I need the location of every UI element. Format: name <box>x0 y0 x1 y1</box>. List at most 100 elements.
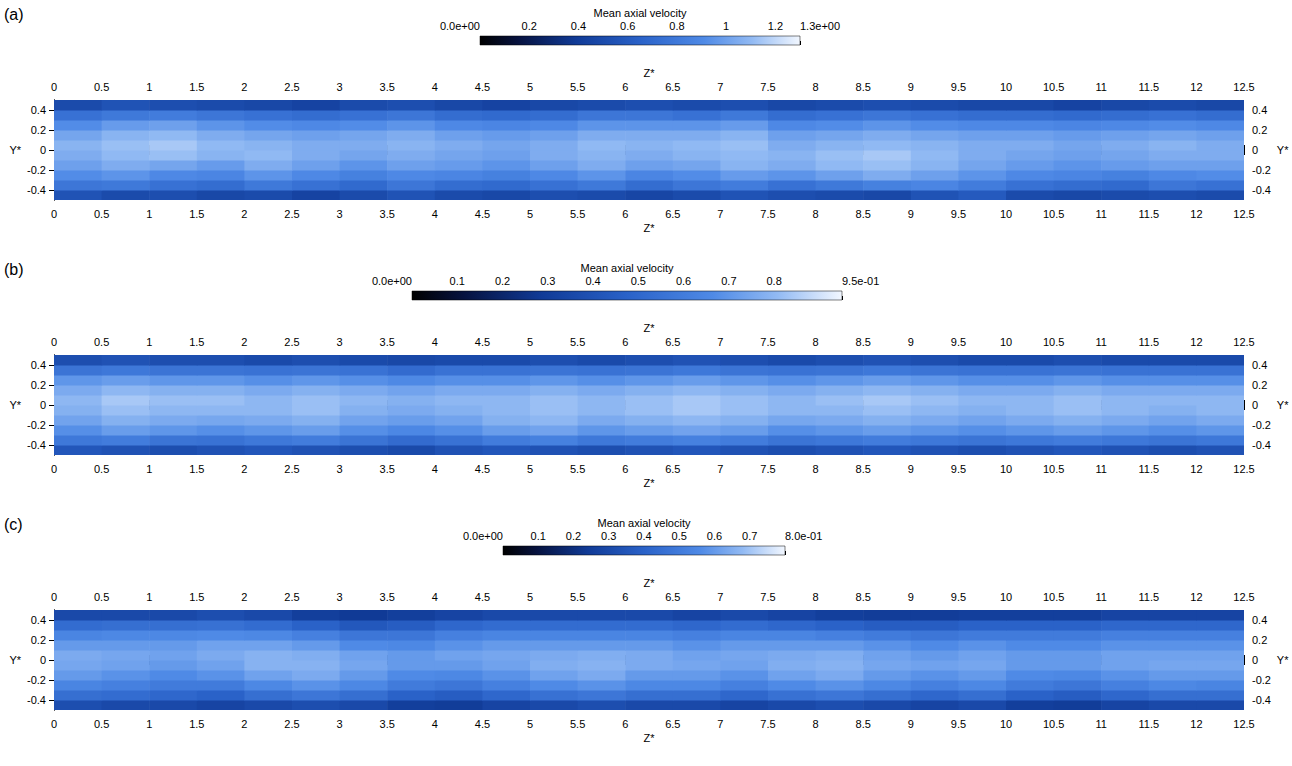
svg-text:Y*: Y* <box>1277 654 1289 666</box>
svg-text:2: 2 <box>241 718 247 730</box>
svg-text:9.5: 9.5 <box>951 81 966 93</box>
svg-text:2: 2 <box>241 463 247 475</box>
svg-text:9: 9 <box>908 208 914 220</box>
svg-text:5.5: 5.5 <box>570 591 585 603</box>
svg-text:0.5: 0.5 <box>94 336 109 348</box>
svg-text:6: 6 <box>622 336 628 348</box>
svg-text:1: 1 <box>146 591 152 603</box>
svg-text:6.5: 6.5 <box>665 718 680 730</box>
svg-text:8: 8 <box>813 591 819 603</box>
svg-text:10: 10 <box>1000 718 1012 730</box>
svg-text:8.5: 8.5 <box>856 208 871 220</box>
svg-text:(a): (a) <box>4 6 24 23</box>
svg-text:4: 4 <box>432 718 438 730</box>
svg-text:0.5: 0.5 <box>94 718 109 730</box>
svg-text:6.5: 6.5 <box>665 591 680 603</box>
svg-text:12.5: 12.5 <box>1233 336 1254 348</box>
svg-text:1: 1 <box>146 463 152 475</box>
svg-text:5.5: 5.5 <box>570 336 585 348</box>
svg-text:5: 5 <box>527 463 533 475</box>
svg-text:3.5: 3.5 <box>380 336 395 348</box>
svg-text:7.5: 7.5 <box>760 81 775 93</box>
svg-text:12: 12 <box>1190 718 1202 730</box>
svg-text:0.0e+00: 0.0e+00 <box>463 530 503 542</box>
svg-text:10: 10 <box>1000 208 1012 220</box>
svg-text:7: 7 <box>717 208 723 220</box>
svg-text:2.5: 2.5 <box>284 463 299 475</box>
svg-text:5: 5 <box>527 591 533 603</box>
svg-text:2.5: 2.5 <box>284 718 299 730</box>
svg-text:9.5: 9.5 <box>951 591 966 603</box>
svg-text:0.2: 0.2 <box>495 275 510 287</box>
svg-text:7: 7 <box>717 591 723 603</box>
svg-text:8.5: 8.5 <box>856 718 871 730</box>
svg-text:1.5: 1.5 <box>189 463 204 475</box>
svg-text:0: 0 <box>51 463 57 475</box>
svg-text:1: 1 <box>146 336 152 348</box>
svg-text:4.5: 4.5 <box>475 208 490 220</box>
svg-text:1.5: 1.5 <box>189 336 204 348</box>
svg-text:0.5: 0.5 <box>631 275 646 287</box>
svg-text:1.5: 1.5 <box>189 718 204 730</box>
svg-text:11: 11 <box>1095 463 1106 475</box>
svg-text:1.3e+00: 1.3e+00 <box>800 20 840 32</box>
svg-text:1.5: 1.5 <box>189 81 204 93</box>
svg-text:8.0e-01: 8.0e-01 <box>785 530 822 542</box>
svg-text:0.2: 0.2 <box>1252 124 1267 136</box>
svg-text:5.5: 5.5 <box>570 463 585 475</box>
svg-text:5.5: 5.5 <box>570 718 585 730</box>
svg-text:0.2: 0.2 <box>1252 379 1267 391</box>
svg-text:4: 4 <box>432 463 438 475</box>
svg-text:0.4: 0.4 <box>31 359 46 371</box>
svg-text:-0.4: -0.4 <box>1252 184 1271 196</box>
svg-text:11.5: 11.5 <box>1139 463 1160 475</box>
svg-text:7.5: 7.5 <box>760 336 775 348</box>
svg-text:9.5: 9.5 <box>951 718 966 730</box>
svg-text:4: 4 <box>432 81 438 93</box>
svg-text:1: 1 <box>146 81 152 93</box>
svg-text:5: 5 <box>527 208 533 220</box>
svg-text:0.2: 0.2 <box>31 634 46 646</box>
svg-text:Y*: Y* <box>10 399 22 411</box>
svg-text:11: 11 <box>1095 208 1106 220</box>
svg-text:3: 3 <box>337 81 343 93</box>
svg-text:0.4: 0.4 <box>571 20 586 32</box>
svg-text:9.5: 9.5 <box>951 208 966 220</box>
svg-text:0.5: 0.5 <box>672 530 687 542</box>
svg-text:0.6: 0.6 <box>707 530 722 542</box>
svg-text:8: 8 <box>813 336 819 348</box>
svg-text:7: 7 <box>717 336 723 348</box>
svg-text:8: 8 <box>813 718 819 730</box>
svg-text:12.5: 12.5 <box>1233 81 1254 93</box>
svg-text:1: 1 <box>146 718 152 730</box>
svg-text:12: 12 <box>1190 336 1202 348</box>
svg-text:0: 0 <box>40 399 46 411</box>
svg-text:3: 3 <box>337 208 343 220</box>
svg-text:0.1: 0.1 <box>450 275 465 287</box>
svg-text:Y*: Y* <box>10 144 22 156</box>
svg-text:-0.4: -0.4 <box>1252 694 1271 706</box>
svg-text:0.2: 0.2 <box>566 530 581 542</box>
svg-text:10: 10 <box>1000 336 1012 348</box>
svg-text:4.5: 4.5 <box>475 718 490 730</box>
svg-text:6.5: 6.5 <box>665 81 680 93</box>
svg-text:4.5: 4.5 <box>475 81 490 93</box>
svg-text:2.5: 2.5 <box>284 81 299 93</box>
svg-text:2: 2 <box>241 81 247 93</box>
svg-text:9: 9 <box>908 463 914 475</box>
svg-text:-0.4: -0.4 <box>27 694 46 706</box>
svg-text:0.3: 0.3 <box>601 530 616 542</box>
svg-text:4: 4 <box>432 208 438 220</box>
svg-text:0.0e+00: 0.0e+00 <box>372 275 412 287</box>
svg-text:7.5: 7.5 <box>760 208 775 220</box>
svg-text:2.5: 2.5 <box>284 208 299 220</box>
svg-text:0: 0 <box>40 144 46 156</box>
svg-text:0.3: 0.3 <box>540 275 555 287</box>
svg-text:0.6: 0.6 <box>676 275 691 287</box>
svg-text:Mean axial velocity: Mean axial velocity <box>598 517 691 529</box>
svg-text:2: 2 <box>241 591 247 603</box>
svg-text:0.2: 0.2 <box>31 379 46 391</box>
svg-text:0.2: 0.2 <box>522 20 537 32</box>
svg-text:10.5: 10.5 <box>1043 81 1064 93</box>
svg-text:0.7: 0.7 <box>721 275 736 287</box>
